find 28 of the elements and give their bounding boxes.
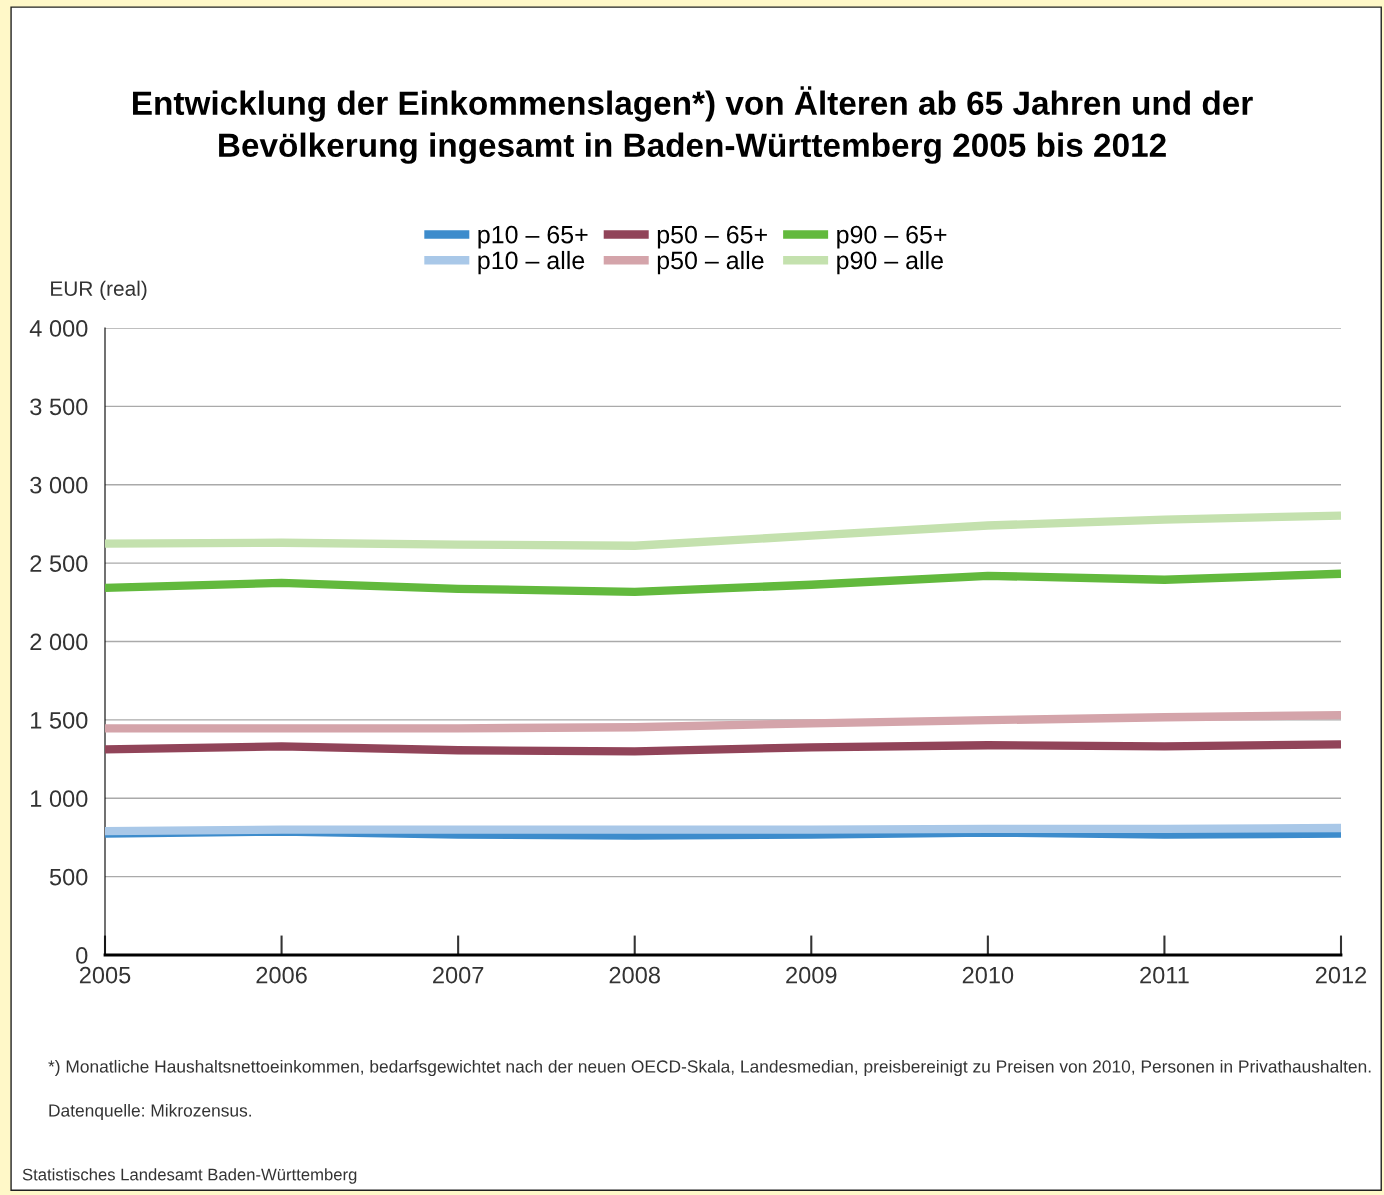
text: Datenquelle: Mikrozensus. (49, 1103, 251, 1121)
x-tick-label: 2009 (786, 966, 837, 984)
legend-label: p10 – 65+ (478, 225, 588, 249)
y-tick-label: 1 000 (31, 790, 88, 808)
y-tick-label: 500 (49, 868, 88, 886)
x-tick-label: 2011 (1140, 966, 1189, 984)
x-tick-label: 2007 (433, 966, 484, 984)
y-tick-label: 3 000 (30, 476, 88, 494)
x-tick-label: 2005 (79, 966, 131, 984)
legend-label: p10 – alle (478, 250, 585, 275)
x-tick-label: 2012 (1315, 966, 1367, 984)
y-tick-label: 1 500 (31, 711, 88, 729)
text: Statistisches Landesamt Baden-Württemberg (22, 1168, 357, 1184)
chart-title: Entwicklung der Einkommenslagen*) von Älteren ab 65 Jahren und der Bevölkerung ingesamt in Baden-Württemberg 2005 bis 2012 (133, 86, 1253, 164)
y-tick-label: 2 000 (30, 633, 88, 651)
legend-label: p50 – 65+ (657, 225, 767, 249)
legend-label: p90 – alle (837, 250, 943, 275)
y-tick-label: 4 000 (29, 320, 88, 337)
y-tick-label: 2 500 (30, 555, 88, 572)
y-tick-label: 0 (76, 947, 88, 964)
x-tick-label: 2008 (609, 966, 660, 984)
x-tick-label: 2010 (962, 966, 1014, 984)
text: *) Monatliche Haushaltsnettoeinkommen, bedarfsgewichtet nach der neuen OECD-Skala, Landesmedian, preisbereinigt zu Preisen von 2010, Personen in Privathaushalten. (48, 1059, 1371, 1077)
y-axis-title: EUR (real) (51, 280, 147, 301)
x-tick-label: 2006 (256, 966, 307, 984)
legend-label: p90 – 65+ (837, 225, 947, 249)
legend-label: p50 – alle (657, 250, 764, 275)
y-tick-label: 3 500 (30, 398, 88, 416)
